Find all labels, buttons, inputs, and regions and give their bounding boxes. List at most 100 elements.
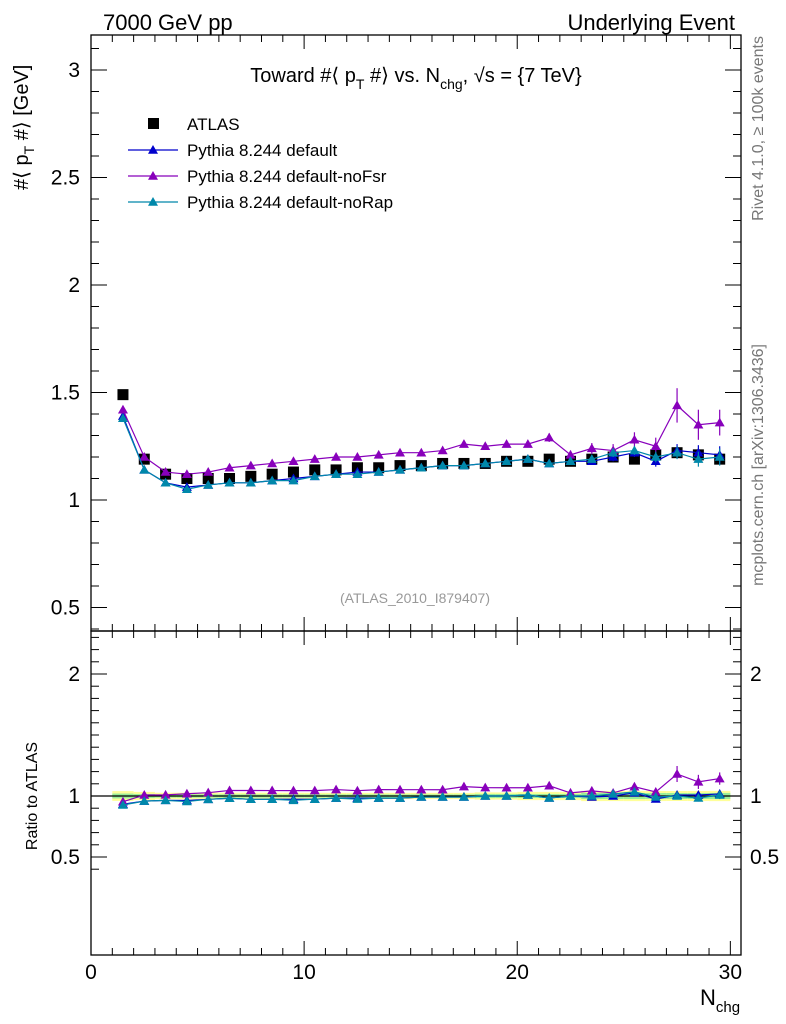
pythia-8-244-default-nofsr-point (139, 452, 150, 461)
pythia-8-244-default-norap-point (288, 475, 299, 485)
pythia-8-244-default-nofsr-point (203, 467, 214, 476)
pythia-8-244-default-norap-point (586, 454, 597, 463)
pythia-8-244-default-norap-point (522, 454, 533, 463)
legend-marker-atlas (148, 118, 159, 129)
pythia-8-244-default-nofsr-point (331, 452, 342, 461)
pythia-8-244-default-norap-ratio-point (565, 791, 576, 800)
pythia-8-244-default-norap-ratio-point (203, 794, 214, 804)
pythia-8-244-default-norap-point (139, 464, 150, 474)
pythia-8-244-default-norap-point (458, 460, 469, 470)
pythia-8-244-default-norap-point (672, 447, 683, 457)
mcplots-label: mcplots.cern.ch [arXiv:1306.3436] (750, 344, 767, 586)
pythia-8-244-default-nofsr-point (501, 439, 512, 448)
atlas-data-point (202, 473, 214, 484)
pythia-8-244-default-nofsr-point (267, 458, 278, 468)
ratio-y-tick-label: 0.5 (51, 846, 80, 869)
pythia-8-244-default-norap-ratio-point (522, 789, 533, 799)
header-right: Underlying Event (567, 10, 735, 35)
pythia-8-244-default-nofsr-ratio-point (714, 773, 725, 783)
pythia-8-244-default-nofsr-ratio-point (693, 776, 704, 786)
y-tick-label: 2 (68, 274, 80, 297)
pythia-8-244-default-norap-ratio-point (693, 793, 704, 802)
pythia-8-244-default-nofsr-point (672, 400, 683, 410)
pythia-8-244-default-norap-ratio-point (224, 793, 235, 802)
pythia-8-244-default-nofsr-ratio-point (586, 785, 597, 795)
pythia-8-244-default-norap-point (650, 452, 661, 461)
pythia-8-244-default-nofsr-point (160, 467, 171, 476)
pythia-8-244-default-norap-ratio-point (352, 794, 363, 803)
x-axis-label: Nchg (700, 985, 740, 1016)
pythia-8-244-default-norap-point (224, 477, 235, 487)
pythia-8-244-default-norap-ratio-point (458, 792, 469, 801)
ratio-y-axis-label: Ratio to ATLAS (24, 742, 41, 850)
legend-marker-pythia-8-244-default-nofsr (148, 171, 158, 180)
pythia-8-244-default-nofsr-ratio-point (245, 785, 256, 795)
y-tick-label: 0.5 (51, 597, 80, 620)
pythia-8-244-default-nofsr-point (629, 434, 640, 444)
pythia-8-244-default-nofsr-point (288, 456, 299, 466)
atlas-data-point (117, 389, 129, 401)
pythia-8-244-default-norap-ratio-point (586, 791, 597, 800)
pythia-8-244-default-norap-point (352, 469, 363, 478)
pythia-8-244-default-nofsr-ratio-point (629, 781, 640, 791)
pythia-8-244-default-nofsr-ratio-point (416, 784, 427, 794)
pythia-8-244-default-nofsr-point (181, 469, 192, 478)
x-tick-label: 10 (292, 961, 315, 984)
pythia-8-244-default-norap-ratio-point (181, 796, 192, 806)
plot-title: Toward #⟨ pT #⟩ vs. Nchg, √s = {7 TeV} (250, 65, 582, 92)
pythia-8-244-default-norap-ratio-point (373, 793, 384, 802)
legend-marker-pythia-8-244-default (148, 145, 158, 154)
pythia-8-244-default-norap-point (714, 452, 725, 461)
pythia-8-244-default-nofsr-point (586, 443, 597, 453)
pythia-8-244-default-nofsr-point (416, 447, 427, 457)
pythia-8-244-default-norap-ratio-point (714, 789, 725, 799)
pythia-8-244-default-nofsr-ratio-point (480, 782, 491, 792)
pythia-8-244-default-norap-point (203, 479, 214, 489)
pythia-8-244-default-nofsr-ratio-point (501, 782, 512, 792)
pythia-8-244-default-norap-ratio-point (650, 792, 661, 801)
pythia-8-244-default-nofsr-point (224, 462, 235, 472)
y-tick-label: 3 (68, 59, 80, 82)
pythia-8-244-default-norap-point (480, 458, 491, 468)
pythia-8-244-default-norap-point (544, 458, 555, 468)
pythia-8-244-default-nofsr-point (245, 460, 256, 470)
legend-label-atlas: ATLAS (187, 115, 240, 134)
pythia-8-244-default-nofsr-ratio-point (139, 789, 150, 799)
pythia-8-244-default-nofsr-point (693, 419, 704, 429)
legend-label-pythia-8-244-default: Pythia 8.244 default (187, 141, 338, 160)
pythia-8-244-default-nofsr-ratio-point (331, 784, 342, 794)
legend-label-pythia-8-244-default-nofsr: Pythia 8.244 default-noFsr (187, 167, 387, 186)
pythia-8-244-default-norap-ratio-point (629, 786, 640, 796)
pythia-8-244-default-norap-point (437, 460, 448, 470)
pythia-8-244-default-norap-ratio-point (544, 793, 555, 802)
pythia-8-244-default-nofsr-ratio-point (650, 786, 661, 796)
atlas-data-point (287, 466, 299, 478)
atlas-data-point (245, 470, 257, 482)
pythia-8-244-default-norap-point (181, 484, 192, 493)
pythia-8-244-default-norap-point (373, 467, 384, 476)
pythia-8-244-default-nofsr-ratio-point (224, 785, 235, 795)
pythia-8-244-default-nofsr-point (714, 417, 725, 427)
pythia-8-244-default-norap-ratio-point (139, 796, 150, 805)
atlas-data-point (181, 473, 193, 484)
pythia-8-244-default-norap-point (117, 413, 128, 423)
pythia-8-244-default-nofsr-ratio-point (288, 785, 299, 795)
y-axis-label: #⟨ pT #⟩ [GeV] (11, 65, 37, 190)
pythia-8-244-default-norap-ratio-point (672, 791, 683, 800)
pythia-8-244-default-norap-ratio-point (416, 792, 427, 801)
pythia-8-244-default-norap-ratio-point (480, 791, 491, 800)
pythia-8-244-default-norap-ratio-point (288, 795, 299, 805)
pythia-8-244-default-nofsr-ratio-point (522, 782, 533, 792)
pythia-8-244-default-norap-point (501, 456, 512, 466)
pythia-8-244-default-nofsr-ratio-point (544, 780, 555, 790)
legend-marker-pythia-8-244-default-norap (148, 197, 158, 206)
pythia-8-244-default-nofsr-point (565, 449, 576, 459)
pythia-8-244-default-norap-ratio-point (395, 793, 406, 802)
pythia-8-244-default-nofsr-point (480, 441, 491, 450)
atlas-data-point (309, 464, 321, 476)
y-tick-label: 1.5 (51, 382, 80, 405)
pythia-8-244-default-norap-point (416, 462, 427, 472)
ratio-y-tick-label: 1 (68, 785, 80, 808)
pythia-8-244-default-nofsr-ratio-point (373, 784, 384, 794)
pythia-8-244-default-nofsr-ratio-point (203, 787, 214, 797)
